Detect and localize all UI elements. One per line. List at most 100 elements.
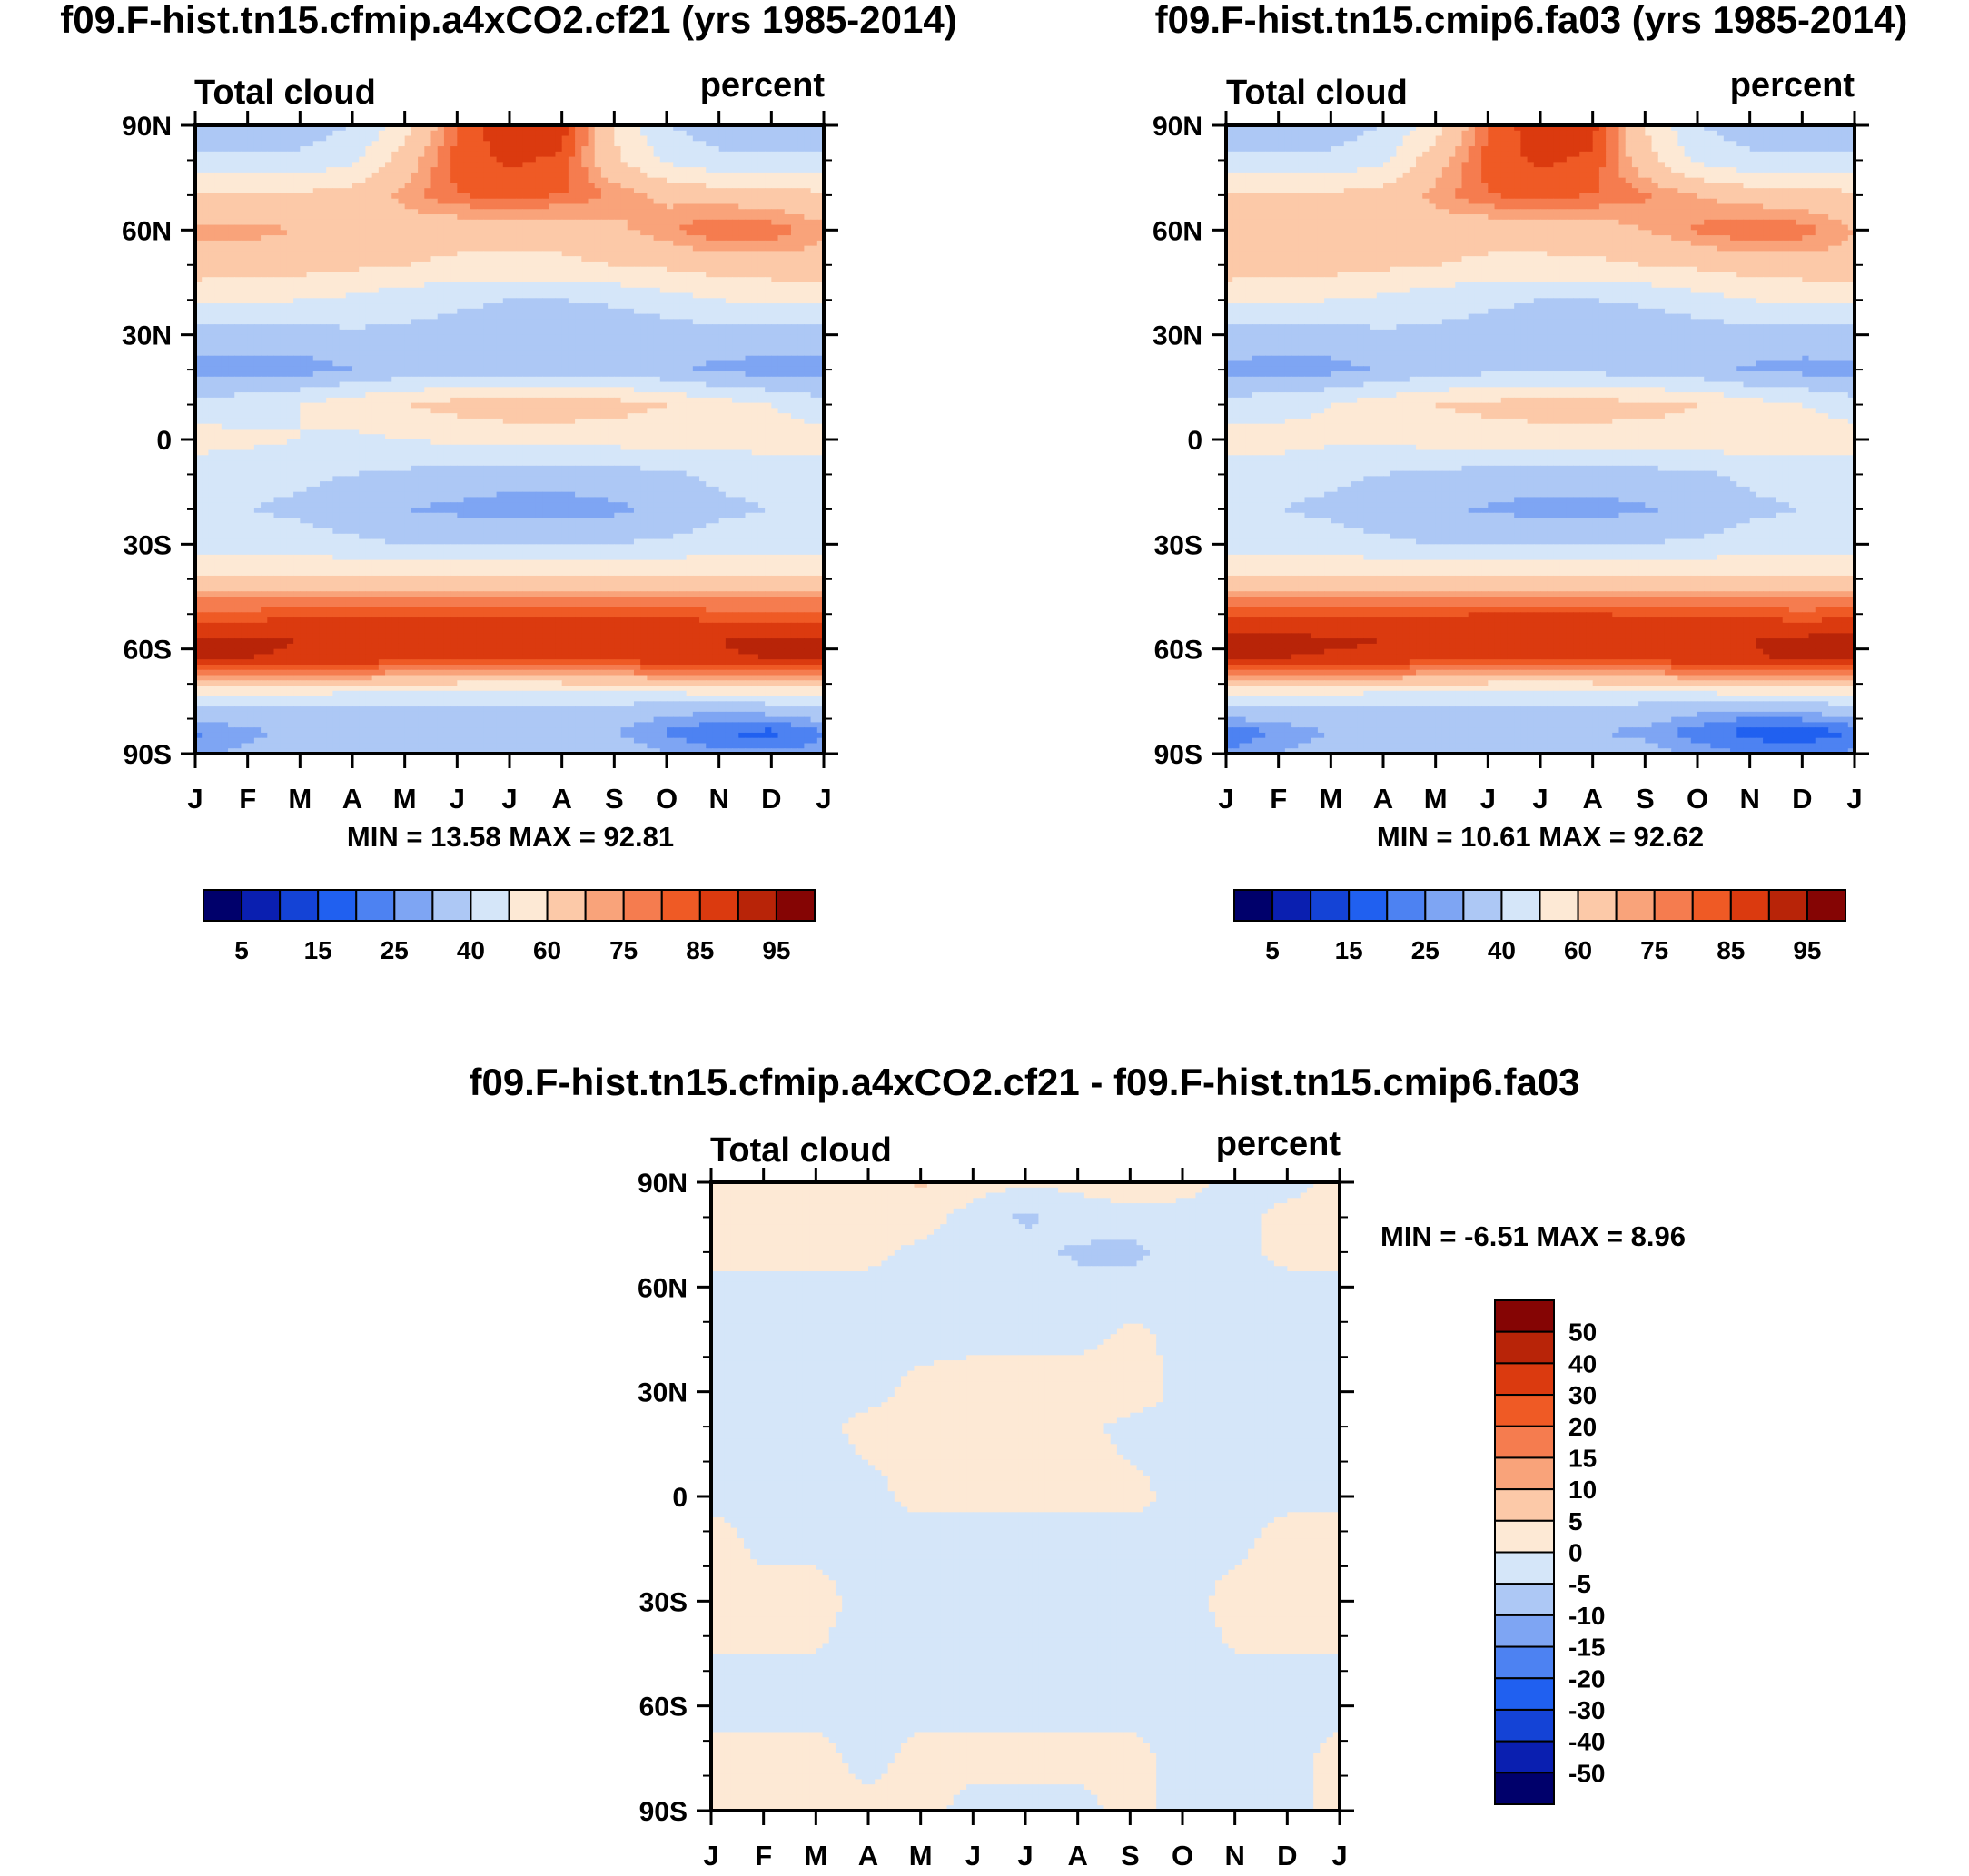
- heatmap-cell: [771, 183, 779, 189]
- heatmap-cell: [647, 292, 655, 299]
- heatmap-cell: [221, 298, 229, 304]
- heatmap-cell: [757, 287, 766, 294]
- heatmap-cell: [568, 245, 576, 252]
- heatmap-cell: [804, 287, 812, 294]
- heatmap-cell: [385, 287, 392, 294]
- heatmap-cell: [516, 392, 524, 399]
- heatmap-cell: [267, 319, 275, 325]
- heatmap-cell: [273, 156, 282, 163]
- heatmap-cell: [706, 387, 714, 393]
- heatmap-cell: [732, 334, 739, 341]
- heatmap-cell: [516, 193, 524, 200]
- heatmap-cell: [738, 340, 747, 346]
- heatmap-cell: [614, 261, 622, 268]
- heatmap-cell: [653, 177, 661, 184]
- heatmap-cell: [450, 387, 458, 393]
- heatmap-cell: [418, 240, 425, 247]
- heatmap-cell: [273, 162, 282, 168]
- heatmap-cell: [673, 183, 681, 189]
- heatmap-cell: [738, 360, 747, 367]
- heatmap-cell: [312, 235, 321, 242]
- heatmap-cell: [450, 203, 458, 210]
- heatmap-cell: [784, 141, 792, 147]
- heatmap-cell: [522, 203, 530, 210]
- heatmap-cell: [608, 355, 615, 362]
- heatmap-cell: [490, 130, 498, 137]
- heatmap-cell: [765, 193, 772, 200]
- heatmap-cell: [706, 251, 714, 257]
- heatmap-cell: [568, 282, 576, 289]
- heatmap-cell: [594, 203, 602, 210]
- heatmap-cell: [312, 355, 321, 362]
- heatmap-cell: [555, 251, 563, 257]
- heatmap-cell: [790, 167, 798, 173]
- heatmap-cell: [202, 156, 210, 163]
- heatmap-cell: [633, 282, 641, 289]
- heatmap-cell: [293, 360, 301, 367]
- heatmap-cell: [659, 188, 668, 194]
- heatmap-cell: [706, 392, 714, 399]
- heatmap-cell: [339, 151, 347, 158]
- heatmap-cell: [293, 313, 301, 320]
- heatmap-cell: [529, 156, 537, 163]
- heatmap-cell: [784, 230, 792, 236]
- heatmap-cell: [784, 287, 792, 294]
- heatmap-cell: [195, 240, 203, 247]
- heatmap-cell: [476, 324, 484, 331]
- heatmap-cell: [352, 230, 360, 236]
- heatmap-cell: [555, 151, 563, 158]
- heatmap-cell: [241, 366, 249, 372]
- heatmap-cell: [561, 135, 569, 142]
- heatmap-cell: [398, 251, 406, 257]
- heatmap-cell: [490, 230, 498, 236]
- heatmap-cell: [784, 151, 792, 158]
- heatmap-cell: [463, 193, 471, 200]
- heatmap-cell: [633, 266, 641, 273]
- heatmap-cell: [771, 256, 779, 262]
- heatmap-cell: [502, 214, 510, 221]
- heatmap-cell: [588, 308, 596, 315]
- heatmap-cell: [352, 381, 360, 388]
- heatmap-cell: [738, 224, 747, 231]
- heatmap-cell: [345, 156, 353, 163]
- heatmap-cell: [273, 193, 282, 200]
- heatmap-cell: [365, 251, 373, 257]
- heatmap-cell: [692, 376, 700, 383]
- heatmap-cell: [725, 219, 733, 226]
- heatmap-cell: [450, 392, 458, 399]
- heatmap-cell: [221, 334, 229, 341]
- heatmap-cell: [241, 324, 249, 331]
- heatmap-cell: [437, 298, 445, 304]
- heatmap-cell: [391, 125, 400, 132]
- heatmap-cell: [771, 193, 779, 200]
- heatmap-cell: [757, 376, 766, 383]
- heatmap-cell: [673, 303, 681, 310]
- heatmap-cell: [686, 167, 694, 173]
- heatmap-cell: [234, 308, 242, 315]
- heatmap-cell: [516, 303, 524, 310]
- heatmap-cell: [496, 172, 504, 179]
- heatmap-cell: [496, 345, 504, 351]
- heatmap-cell: [718, 183, 727, 189]
- heatmap-cell: [359, 146, 367, 153]
- heatmap-cell: [745, 313, 753, 320]
- heatmap-cell: [312, 240, 321, 247]
- heatmap-cell: [234, 135, 242, 142]
- heatmap-cell: [261, 256, 268, 262]
- heatmap-cell: [718, 245, 727, 252]
- heatmap-cell: [667, 162, 674, 168]
- heatmap-cell: [797, 282, 805, 289]
- heatmap-cell: [745, 172, 753, 179]
- heatmap-cell: [286, 203, 294, 210]
- heatmap-cell: [345, 350, 353, 357]
- heatmap-cell: [267, 313, 275, 320]
- heatmap-cell: [667, 193, 674, 200]
- heatmap-cell: [757, 292, 766, 299]
- heatmap-cell: [261, 224, 268, 231]
- heatmap-cell: [267, 334, 275, 341]
- heatmap-cell: [241, 308, 249, 315]
- heatmap-cell: [679, 235, 688, 242]
- heatmap-cell: [542, 345, 549, 351]
- heatmap-cell: [633, 240, 641, 247]
- heatmap-cell: [214, 350, 223, 357]
